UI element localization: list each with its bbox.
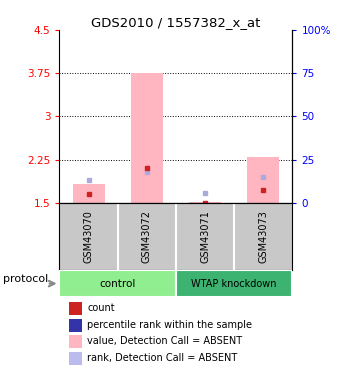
Title: GDS2010 / 1557382_x_at: GDS2010 / 1557382_x_at xyxy=(91,16,261,29)
Text: rank, Detection Call = ABSENT: rank, Detection Call = ABSENT xyxy=(87,353,238,363)
Bar xyxy=(59,270,176,297)
Text: GSM43072: GSM43072 xyxy=(142,210,152,263)
Text: protocol: protocol xyxy=(3,274,49,284)
Text: count: count xyxy=(87,303,115,313)
Bar xyxy=(131,73,163,203)
Bar xyxy=(69,302,82,315)
Bar xyxy=(176,270,292,297)
Text: value, Detection Call = ABSENT: value, Detection Call = ABSENT xyxy=(87,336,242,346)
Bar xyxy=(69,319,82,332)
Bar xyxy=(247,157,279,203)
Bar xyxy=(189,202,221,203)
Text: GSM43071: GSM43071 xyxy=(200,210,210,263)
Bar xyxy=(69,335,82,348)
Text: GSM43070: GSM43070 xyxy=(84,210,94,263)
Text: percentile rank within the sample: percentile rank within the sample xyxy=(87,320,252,330)
Text: WTAP knockdown: WTAP knockdown xyxy=(191,279,277,289)
Text: control: control xyxy=(100,279,136,289)
Text: GSM43073: GSM43073 xyxy=(258,210,268,263)
Bar xyxy=(69,352,82,364)
Bar xyxy=(73,184,105,203)
